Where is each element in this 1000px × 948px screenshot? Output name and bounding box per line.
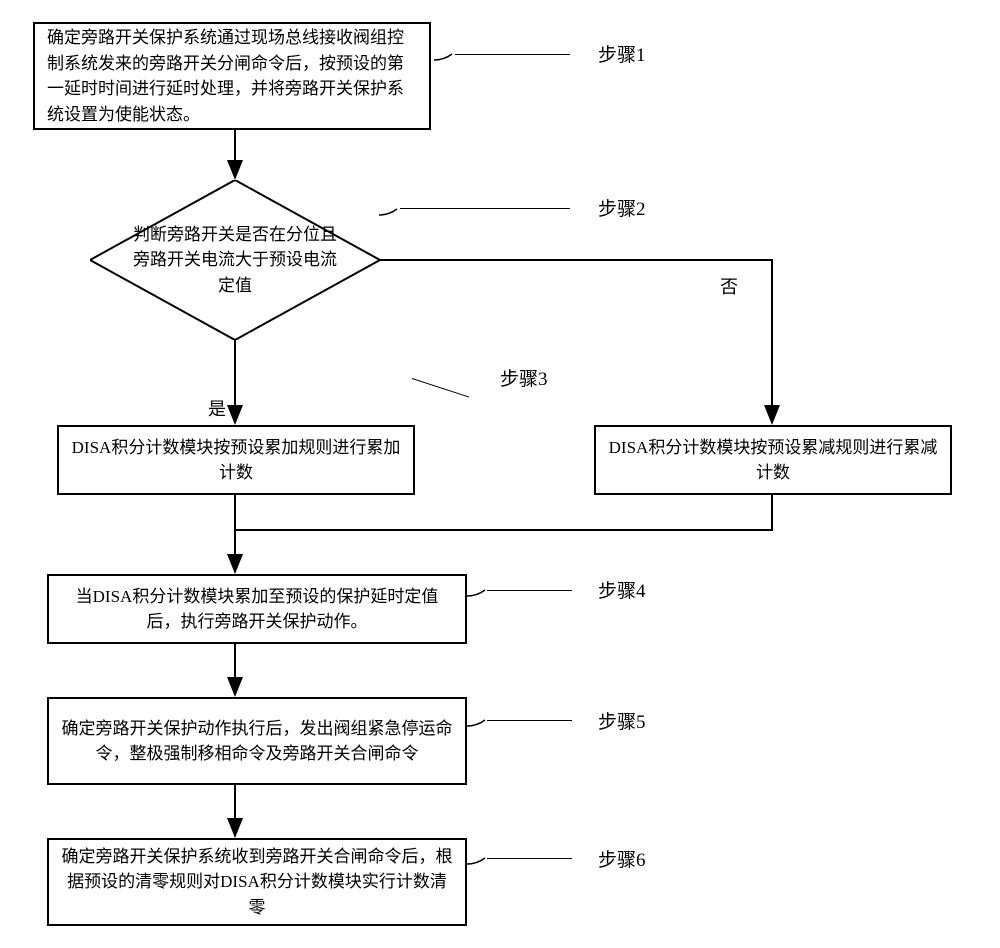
step-label-2: 步骤2 — [598, 194, 646, 221]
node-step4-text: 当DISA积分计数模块累加至预设的保护延时定值后，执行旁路开关保护动作。 — [61, 584, 453, 635]
node-step5-text: 确定旁路开关保护动作执行后，发出阀组紧急停运命令，整极强制移相命令及旁路开关合闸… — [61, 716, 453, 767]
leader-1 — [455, 54, 570, 55]
node-step3a-text: DISA积分计数模块按预设累加规则进行累加计数 — [71, 435, 401, 486]
leader-6 — [487, 858, 572, 859]
node-step1-text: 确定旁路开关保护系统通过现场总线接收阀组控制系统发来的旁路开关分闸命令后，按预设… — [47, 25, 417, 127]
step-label-1: 步骤1 — [598, 40, 646, 67]
node-step3b-text: DISA积分计数模块按预设累减规则进行累减计数 — [608, 435, 938, 486]
leader-4 — [487, 590, 572, 591]
leader-5 — [487, 720, 572, 721]
step-label-3: 步骤3 — [500, 364, 548, 391]
step-label-4: 步骤4 — [598, 576, 646, 603]
node-decision: 判断旁路开关是否在分位且旁路开关电流大于预设电流定值 — [90, 180, 380, 340]
node-decision-text: 判断旁路开关是否在分位且旁路开关电流大于预设电流定值 — [125, 210, 345, 310]
node-step5: 确定旁路开关保护动作执行后，发出阀组紧急停运命令，整极强制移相命令及旁路开关合闸… — [47, 697, 467, 785]
leader-3 — [412, 378, 469, 397]
step-label-5: 步骤5 — [598, 707, 646, 734]
node-step3a: DISA积分计数模块按预设累加规则进行累加计数 — [57, 425, 415, 495]
node-step4: 当DISA积分计数模块累加至预设的保护延时定值后，执行旁路开关保护动作。 — [47, 574, 467, 644]
edge-no: 否 — [720, 273, 738, 299]
node-step3b: DISA积分计数模块按预设累减规则进行累减计数 — [594, 425, 952, 495]
leader-2 — [400, 208, 570, 209]
node-step6: 确定旁路开关保护系统收到旁路开关合闸命令后，根据预设的清零规则对DISA积分计数… — [47, 838, 467, 926]
edge-yes: 是 — [208, 395, 226, 421]
node-step1: 确定旁路开关保护系统通过现场总线接收阀组控制系统发来的旁路开关分闸命令后，按预设… — [33, 22, 431, 130]
node-step6-text: 确定旁路开关保护系统收到旁路开关合闸命令后，根据预设的清零规则对DISA积分计数… — [61, 844, 453, 921]
step-label-6: 步骤6 — [598, 845, 646, 872]
